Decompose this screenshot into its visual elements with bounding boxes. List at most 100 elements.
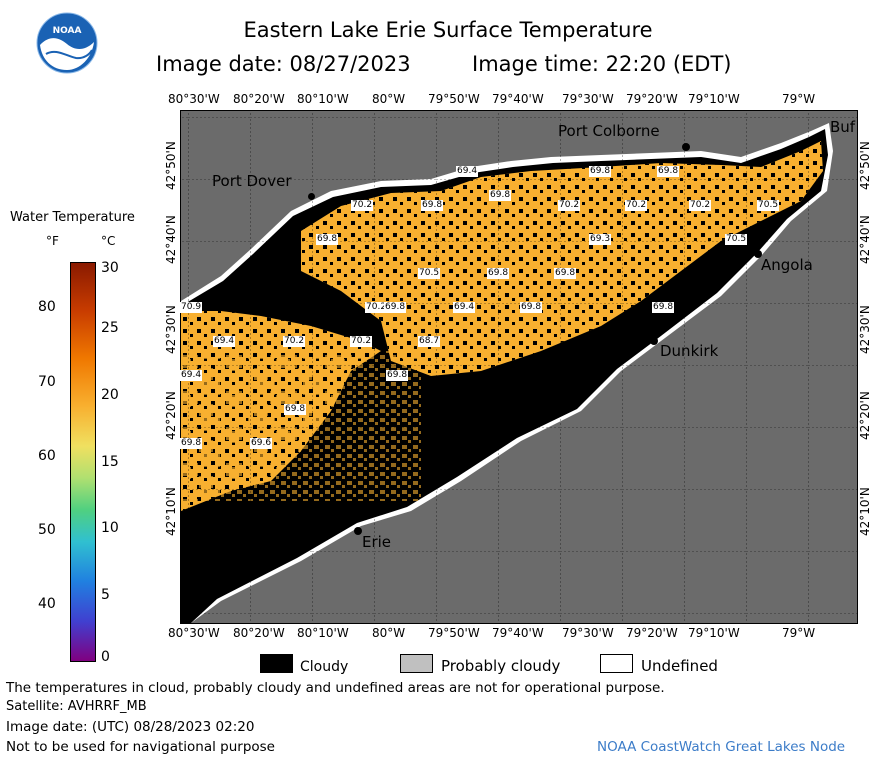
lon-tick-top: 80°W xyxy=(372,92,406,106)
temp-label: 69.6 xyxy=(250,438,273,449)
temp-label: 69.8 xyxy=(652,302,675,313)
lon-tick-top: 79°10'W xyxy=(688,92,740,106)
temp-label: 70.5 xyxy=(725,234,748,245)
city-dunkirk: Dunkirk xyxy=(660,342,719,360)
colorbar-f-tick: 50 xyxy=(38,522,56,538)
colorbar-f-tick: 70 xyxy=(38,374,56,390)
temp-label: 69.8 xyxy=(421,200,444,211)
temp-label: 69.4 xyxy=(453,302,476,313)
temp-label: 69.8 xyxy=(589,166,612,177)
city-buffalo: Buf xyxy=(830,118,856,136)
legend-probably-cloudy-label: Probably cloudy xyxy=(441,657,561,675)
temp-label: 69.4 xyxy=(213,336,236,347)
lon-tick-bottom: 79°10'W xyxy=(688,626,740,640)
map-svg xyxy=(181,111,857,623)
temp-label: 69.8 xyxy=(180,438,203,449)
city-dot xyxy=(650,337,658,345)
lon-tick-bottom: 80°20'W xyxy=(233,626,285,640)
temp-label: 69.8 xyxy=(554,268,577,279)
logo-text: NOAA xyxy=(52,26,82,36)
legend-undefined-label: Undefined xyxy=(641,657,718,675)
legend-cloudy-swatch xyxy=(260,654,293,673)
temp-label: 70.2 xyxy=(365,302,388,313)
lon-tick-top: 79°40'W xyxy=(492,92,544,106)
colorbar-c-tick: 20 xyxy=(101,387,119,403)
lon-tick-top: 79°20'W xyxy=(626,92,678,106)
city-dot xyxy=(754,250,762,258)
legend-undefined-swatch xyxy=(600,654,633,673)
colorbar-title: Water Temperature xyxy=(10,210,135,225)
city-dot xyxy=(308,193,315,200)
temp-label: 70.5 xyxy=(757,200,780,211)
temp-label: 69.8 xyxy=(284,404,307,415)
lat-tick-right: 42°20'N xyxy=(858,391,872,440)
map-title: Eastern Lake Erie Surface Temperature xyxy=(243,18,653,42)
lon-tick-top: 80°30'W xyxy=(168,92,220,106)
lon-tick-top: 80°10'W xyxy=(297,92,349,106)
image-time: Image time: 22:20 (EDT) xyxy=(472,52,732,76)
lat-tick-left: 42°40'N xyxy=(164,215,178,264)
colorbar xyxy=(70,262,96,662)
temp-label: 70.5 xyxy=(418,268,441,279)
colorbar-unit-c: °C xyxy=(101,234,116,248)
lon-tick-bottom: 79°W xyxy=(782,626,816,640)
lon-tick-bottom: 79°30'W xyxy=(562,626,614,640)
temp-label: 70.2 xyxy=(689,200,712,211)
temp-label: 70.2 xyxy=(558,200,581,211)
city-dot xyxy=(354,527,362,535)
footer-utc-date: Image date: (UTC) 08/28/2023 02:20 xyxy=(6,719,255,735)
legend-cloudy-label: Cloudy xyxy=(300,659,349,675)
colorbar-f-tick: 40 xyxy=(38,596,56,612)
temp-label: 69.4 xyxy=(456,166,479,177)
temp-label: 70.9 xyxy=(180,302,203,313)
city-port-colborne: Port Colborne xyxy=(558,122,660,140)
lat-tick-left: 42°50'N xyxy=(164,141,178,190)
temp-label: 69.8 xyxy=(384,302,407,313)
footer-credit: NOAA CoastWatch Great Lakes Node xyxy=(597,739,846,755)
colorbar-c-tick: 10 xyxy=(101,520,119,536)
colorbar-unit-f: °F xyxy=(46,234,59,248)
lon-tick-bottom: 79°50'W xyxy=(428,626,480,640)
city-dot xyxy=(682,143,690,151)
temp-label: 69.8 xyxy=(657,166,680,177)
footer-disclaimer: The temperatures in cloud, probably clou… xyxy=(6,680,665,696)
lon-tick-bottom: 80°30'W xyxy=(168,626,220,640)
temp-label: 69.4 xyxy=(180,370,203,381)
temp-label: 70.2 xyxy=(350,336,373,347)
footer-nav-warning: Not to be used for navigational purpose xyxy=(6,739,275,755)
lon-tick-top: 79°50'W xyxy=(428,92,480,106)
colorbar-c-tick: 0 xyxy=(101,649,110,665)
temp-label: 70.2 xyxy=(351,200,374,211)
temp-label: 69.3 xyxy=(589,234,612,245)
colorbar-f-tick: 60 xyxy=(38,448,56,464)
temp-label: 69.8 xyxy=(316,234,339,245)
lat-tick-right: 42°40'N xyxy=(858,215,872,264)
colorbar-c-tick: 15 xyxy=(101,454,119,470)
footer-satellite: Satellite: AVHRRF_MB xyxy=(6,699,147,714)
temp-label: 70.2 xyxy=(625,200,648,211)
lat-tick-left: 42°20'N xyxy=(164,391,178,440)
lon-tick-top: 79°30'W xyxy=(562,92,614,106)
lat-tick-right: 42°10'N xyxy=(858,487,872,536)
temp-label: 69.8 xyxy=(487,268,510,279)
colorbar-c-tick: 30 xyxy=(101,260,119,276)
legend-probably-cloudy-swatch xyxy=(400,654,433,673)
temp-label: 69.8 xyxy=(489,190,512,201)
colorbar-f-tick: 80 xyxy=(38,299,56,315)
lon-tick-bottom: 80°10'W xyxy=(297,626,349,640)
colorbar-c-tick: 5 xyxy=(101,587,110,603)
lon-tick-bottom: 79°20'W xyxy=(626,626,678,640)
colorbar-c-tick: 25 xyxy=(101,320,119,336)
lat-tick-right: 42°30'N xyxy=(858,305,872,354)
map-frame xyxy=(180,110,858,624)
image-date: Image date: 08/27/2023 xyxy=(156,52,411,76)
temp-label: 68.7 xyxy=(418,336,441,347)
temp-label: 70.2 xyxy=(283,336,306,347)
lon-tick-top: 80°20'W xyxy=(233,92,285,106)
lat-tick-right: 42°50'N xyxy=(858,141,872,190)
noaa-logo: NOAA xyxy=(36,12,98,74)
city-port-dover: Port Dover xyxy=(212,172,292,190)
temp-label: 69.8 xyxy=(520,302,543,313)
lon-tick-bottom: 79°40'W xyxy=(492,626,544,640)
city-angola: Angola xyxy=(761,256,813,274)
